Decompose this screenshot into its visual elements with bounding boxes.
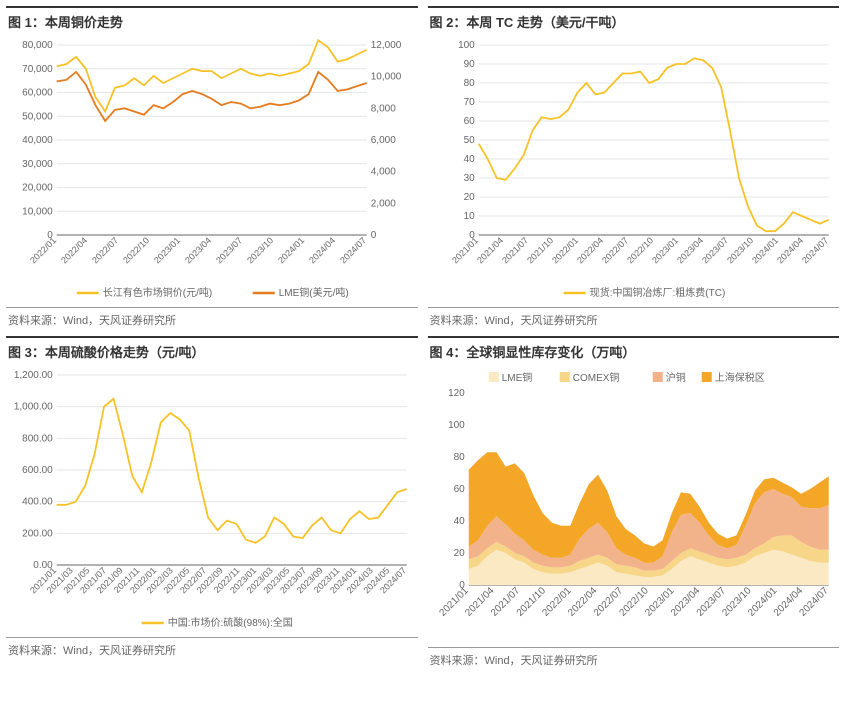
svg-text:2021/04: 2021/04 xyxy=(475,235,505,265)
svg-text:40: 40 xyxy=(463,154,475,165)
chart1-area: 0 10,000 20,000 30,000 40,000 50,000 60,000 70,… xyxy=(6,35,418,305)
chart3-source: 资料来源：Wind，天风证券研究所 xyxy=(6,637,418,660)
svg-text:2023/01: 2023/01 xyxy=(152,235,182,265)
svg-text:40,000: 40,000 xyxy=(22,135,53,146)
svg-text:LME铜(美元/吨): LME铜(美元/吨) xyxy=(279,286,349,299)
svg-text:50: 50 xyxy=(463,135,475,146)
chart3-title: 图 3：本周硫酸价格走势（元/吨） xyxy=(6,336,418,365)
chart1-source: 资料来源：Wind，天风证券研究所 xyxy=(6,307,418,330)
svg-text:2024/04: 2024/04 xyxy=(775,235,805,265)
svg-text:90: 90 xyxy=(463,59,475,70)
svg-text:80,000: 80,000 xyxy=(22,40,53,51)
svg-text:2021/07: 2021/07 xyxy=(500,235,530,265)
svg-text:10: 10 xyxy=(463,211,475,222)
svg-text:2023/04: 2023/04 xyxy=(183,235,213,265)
svg-text:400.00: 400.00 xyxy=(22,497,53,508)
svg-text:80: 80 xyxy=(453,452,465,463)
chart1-title: 图 1：本周铜价走势 xyxy=(6,6,418,35)
svg-text:长江有色市场铜价(元/吨): 长江有色市场铜价(元/吨) xyxy=(103,286,212,299)
svg-text:100: 100 xyxy=(448,420,465,431)
svg-text:200.00: 200.00 xyxy=(22,528,53,539)
svg-text:12,000: 12,000 xyxy=(371,40,402,51)
svg-text:2023/04: 2023/04 xyxy=(675,235,705,265)
svg-text:40: 40 xyxy=(453,516,465,527)
svg-text:上海保税区: 上海保税区 xyxy=(714,371,764,384)
svg-text:4,000: 4,000 xyxy=(371,167,396,178)
svg-text:80: 80 xyxy=(463,78,475,89)
svg-text:2021/01: 2021/01 xyxy=(450,235,480,265)
chart1-svg: 0 10,000 20,000 30,000 40,000 50,000 60,000 70,… xyxy=(6,35,418,305)
svg-text:2024/07: 2024/07 xyxy=(797,585,831,619)
svg-text:60: 60 xyxy=(463,116,475,127)
svg-text:10,000: 10,000 xyxy=(371,72,402,83)
svg-text:2022/07: 2022/07 xyxy=(600,235,630,265)
svg-text:1,200.00: 1,200.00 xyxy=(14,370,53,381)
svg-text:0: 0 xyxy=(371,230,377,241)
svg-text:2023/07: 2023/07 xyxy=(700,235,730,265)
svg-text:中国:市场价:硫酸(98%):全国: 中国:市场价:硫酸(98%):全国 xyxy=(168,616,293,629)
svg-text:2022/10: 2022/10 xyxy=(625,235,655,265)
panel-chart3: 图 3：本周硫酸价格走势（元/吨） 0.00200.00400.00600.00… xyxy=(6,336,418,670)
svg-text:2022/01: 2022/01 xyxy=(550,235,580,265)
svg-text:2022/10: 2022/10 xyxy=(121,235,151,265)
svg-text:2024/07: 2024/07 xyxy=(338,235,368,265)
svg-text:2022/04: 2022/04 xyxy=(575,235,605,265)
chart2-source: 资料来源：Wind，天风证券研究所 xyxy=(428,307,840,330)
chart2-svg: 01020304050607080901002021/012021/042021… xyxy=(428,35,840,305)
svg-text:2022/04: 2022/04 xyxy=(59,235,89,265)
svg-text:100: 100 xyxy=(458,40,475,51)
svg-text:60,000: 60,000 xyxy=(22,88,53,99)
svg-text:20: 20 xyxy=(463,192,475,203)
svg-text:1,000.00: 1,000.00 xyxy=(14,402,53,413)
svg-text:2024/04: 2024/04 xyxy=(307,235,337,265)
svg-text:30: 30 xyxy=(463,173,475,184)
chart3-area: 0.00200.00400.00600.00800.001,000.001,20… xyxy=(6,365,418,635)
svg-text:10,000: 10,000 xyxy=(22,206,53,217)
svg-text:70,000: 70,000 xyxy=(22,64,53,75)
panel-chart4: 图 4：全球铜显性库存变化（万吨） LME铜COMEX铜沪铜上海保税区02040… xyxy=(428,336,840,670)
svg-text:现货:中国铜冶炼厂:粗炼费(TC): 现货:中国铜冶炼厂:粗炼费(TC) xyxy=(589,286,725,299)
svg-text:60: 60 xyxy=(453,484,465,495)
svg-text:70: 70 xyxy=(463,97,475,108)
svg-text:800.00: 800.00 xyxy=(22,433,53,444)
svg-text:6,000: 6,000 xyxy=(371,135,396,146)
svg-text:沪铜: 沪铜 xyxy=(665,371,685,384)
svg-text:2023/01: 2023/01 xyxy=(650,235,680,265)
panel-chart1: 图 1：本周铜价走势 0 10,000 20,000 30,000 40,000 50,0… xyxy=(6,6,418,330)
svg-text:2023/10: 2023/10 xyxy=(725,235,755,265)
panel-chart2: 图 2：本周 TC 走势（美元/干吨） 01020304050607080901… xyxy=(428,6,840,330)
svg-text:2024/01: 2024/01 xyxy=(750,235,780,265)
svg-text:LME铜: LME铜 xyxy=(501,372,532,384)
chart3-svg: 0.00200.00400.00600.00800.001,000.001,20… xyxy=(6,365,418,635)
svg-text:2023/07: 2023/07 xyxy=(214,235,244,265)
svg-text:20,000: 20,000 xyxy=(22,183,53,194)
svg-text:8,000: 8,000 xyxy=(371,103,396,114)
svg-text:2,000: 2,000 xyxy=(371,198,396,209)
chart4-title: 图 4：全球铜显性库存变化（万吨） xyxy=(428,336,840,365)
svg-text:COMEX铜: COMEX铜 xyxy=(572,372,619,384)
svg-text:2022/01: 2022/01 xyxy=(28,235,58,265)
svg-text:2022/07: 2022/07 xyxy=(90,235,120,265)
svg-text:2021/10: 2021/10 xyxy=(525,235,555,265)
svg-text:2023/10: 2023/10 xyxy=(245,235,275,265)
svg-text:50,000: 50,000 xyxy=(22,111,53,122)
chart4-source: 资料来源：Wind，天风证券研究所 xyxy=(428,647,840,670)
svg-text:30,000: 30,000 xyxy=(22,159,53,170)
svg-text:2024/01: 2024/01 xyxy=(276,235,306,265)
chart4-svg: LME铜COMEX铜沪铜上海保税区0204060801001202021/012… xyxy=(428,365,840,645)
svg-text:600.00: 600.00 xyxy=(22,465,53,476)
svg-text:20: 20 xyxy=(453,548,465,559)
chart2-title: 图 2：本周 TC 走势（美元/干吨） xyxy=(428,6,840,35)
chart4-area: LME铜COMEX铜沪铜上海保税区0204060801001202021/012… xyxy=(428,365,840,645)
svg-text:120: 120 xyxy=(448,388,465,399)
chart2-area: 01020304050607080901002021/012021/042021… xyxy=(428,35,840,305)
svg-text:2024/07: 2024/07 xyxy=(800,235,830,265)
